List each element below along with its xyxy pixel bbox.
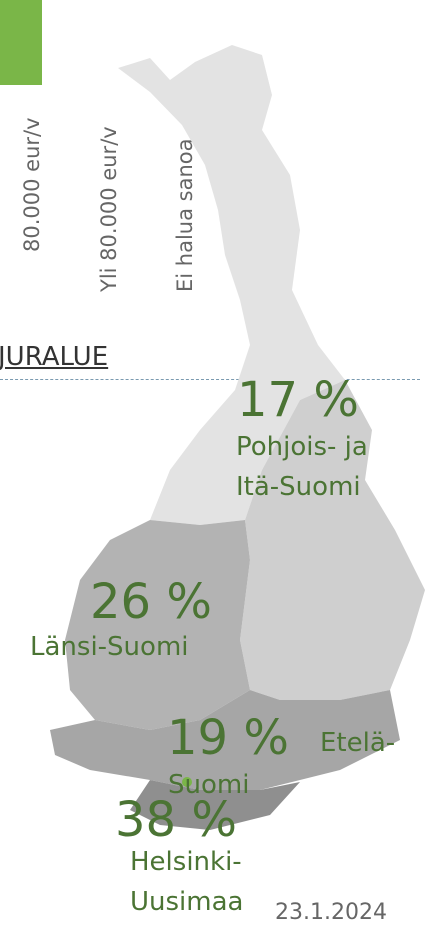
region-name: Helsinki- bbox=[130, 847, 242, 877]
region-percent: 38 % bbox=[115, 792, 237, 848]
legend-swatch bbox=[0, 0, 42, 85]
region-percent: 19 % bbox=[167, 710, 289, 766]
region-name: Itä-Suomi bbox=[236, 472, 361, 502]
region-percent: 17 % bbox=[237, 372, 359, 428]
region-name: Uusimaa bbox=[130, 887, 244, 917]
region-west bbox=[65, 520, 250, 730]
region-north bbox=[118, 45, 345, 525]
region-percent: 26 % bbox=[90, 574, 212, 630]
capital-dot bbox=[182, 777, 192, 787]
date: 23.1.2024 bbox=[275, 900, 387, 925]
region-name: Pohjois- ja bbox=[236, 432, 368, 462]
region-name: Etelä- bbox=[320, 728, 396, 758]
heading: JURALUE bbox=[0, 342, 109, 372]
region-east bbox=[240, 380, 425, 700]
region-uusimaa bbox=[130, 780, 300, 830]
region-name: Länsi-Suomi bbox=[30, 632, 189, 662]
region-name: Suomi bbox=[168, 770, 250, 800]
region-south bbox=[50, 690, 400, 790]
divider bbox=[0, 379, 420, 380]
